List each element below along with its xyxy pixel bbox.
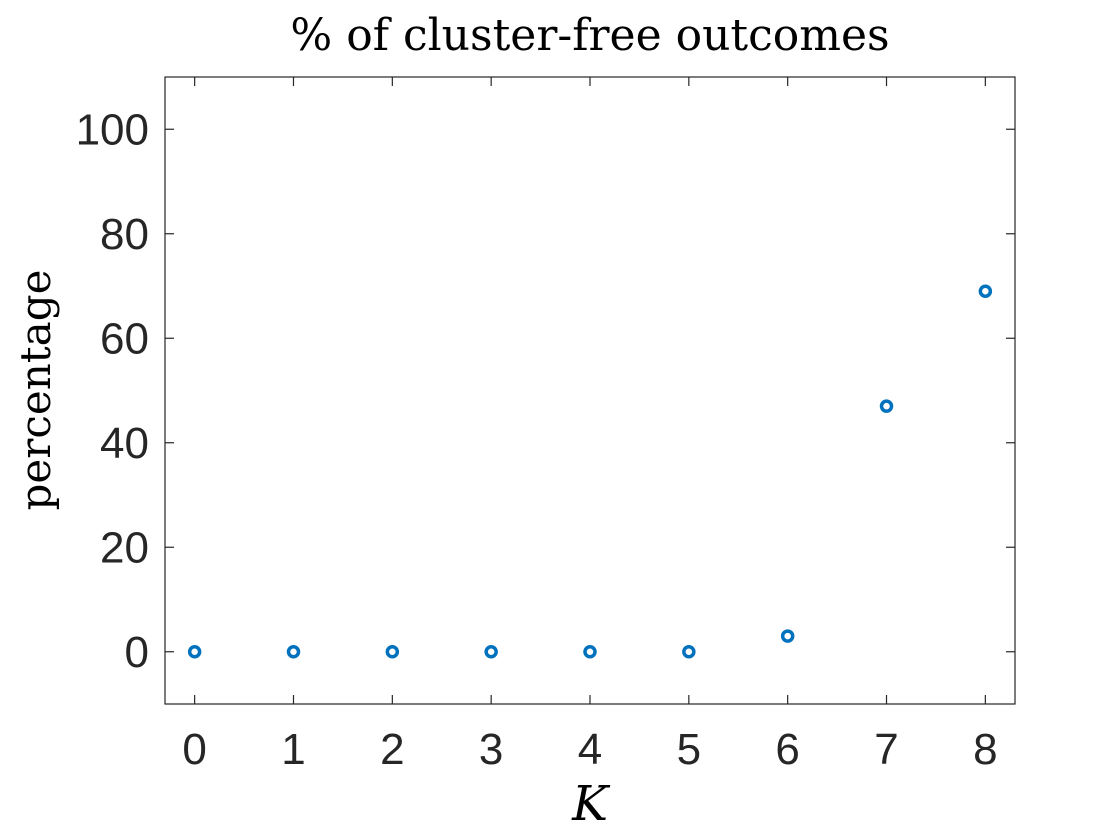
data-point: [682, 645, 696, 659]
y-tick-label: 40: [100, 419, 149, 468]
y-tick-label: 100: [76, 105, 149, 154]
y-tick-label: 20: [100, 523, 149, 572]
x-tick-label: 1: [281, 725, 305, 774]
plot-area-frame: [164, 76, 1016, 705]
y-axis-label: percentage: [11, 270, 60, 511]
data-point: [484, 645, 498, 659]
x-tick-label: 7: [874, 725, 898, 774]
data-points: [187, 284, 993, 659]
x-axis-ticks: 0 1 2 3 4 5 6 7 8: [182, 77, 998, 774]
x-tick-label: 4: [578, 725, 602, 774]
y-axis-ticks: 0 20 40 60 80 100: [76, 105, 1015, 677]
x-tick-label: 2: [380, 725, 404, 774]
data-point: [583, 645, 597, 659]
data-point: [187, 645, 202, 659]
data-point: [879, 399, 894, 413]
y-tick-label: 80: [100, 210, 149, 259]
data-point: [780, 629, 795, 643]
x-tick-label: 5: [677, 725, 701, 774]
x-tick-label: 6: [775, 725, 799, 774]
chart-title: % of cluster-free outcomes: [290, 10, 889, 61]
x-tick-label: 8: [973, 725, 997, 774]
data-point: [385, 645, 400, 659]
data-point: [978, 284, 993, 298]
y-tick-label: 0: [125, 628, 149, 677]
x-axis-label: K: [571, 776, 611, 832]
x-tick-label: 0: [182, 725, 206, 774]
y-tick-label: 60: [100, 314, 149, 363]
x-tick-label: 3: [479, 725, 503, 774]
data-point: [286, 645, 301, 659]
